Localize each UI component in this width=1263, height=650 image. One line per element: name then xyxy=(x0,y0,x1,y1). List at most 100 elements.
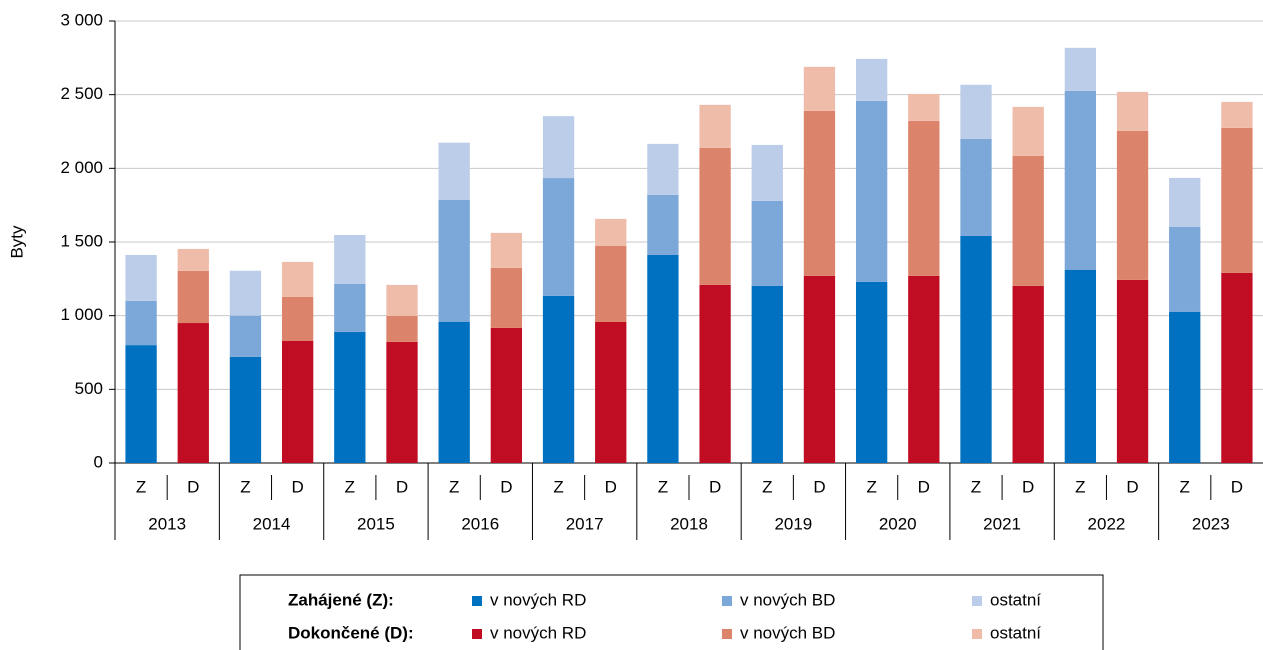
bar-segment xyxy=(908,93,940,121)
x-tick-label: Z xyxy=(762,477,772,496)
bar-segment xyxy=(334,234,366,284)
legend-swatch xyxy=(472,629,482,639)
bar-segment xyxy=(438,142,470,200)
bar-segment xyxy=(438,199,470,323)
bar-segment xyxy=(542,295,575,463)
bar-segment xyxy=(1116,130,1149,280)
bar-segment xyxy=(177,270,209,324)
bar-segment xyxy=(542,178,575,296)
legend-swatch xyxy=(972,629,982,639)
bar-segment xyxy=(542,116,575,179)
bar-segment xyxy=(438,322,470,463)
y-tick-label: 0 xyxy=(94,452,103,471)
bar-segment xyxy=(1012,285,1044,463)
bar-segment xyxy=(1012,106,1044,156)
bar-segment xyxy=(647,143,679,195)
group-label: 2013 xyxy=(148,514,186,533)
group-label: 2017 xyxy=(566,514,604,533)
bar-segment xyxy=(386,315,418,342)
bar-segment xyxy=(647,254,679,463)
bar-segment xyxy=(1012,155,1044,286)
bar-segment xyxy=(1169,177,1201,227)
bar-segment xyxy=(595,245,627,323)
bar-segment xyxy=(334,283,366,332)
bar-segment xyxy=(386,341,418,463)
y-tick-label: 1 500 xyxy=(60,231,103,250)
x-tick-label: D xyxy=(918,477,930,496)
legend-label: v nových RD xyxy=(490,623,586,642)
x-tick-label: D xyxy=(813,477,825,496)
group-label: 2018 xyxy=(670,514,708,533)
y-tick-label: 2 500 xyxy=(60,84,103,103)
group-label: 2023 xyxy=(1192,514,1230,533)
bar-segment xyxy=(125,300,157,346)
group-label: 2015 xyxy=(357,514,395,533)
legend-swatch xyxy=(722,629,732,639)
group-label: 2016 xyxy=(461,514,499,533)
bar-segment xyxy=(960,235,992,463)
bar-segment xyxy=(751,200,783,286)
bar-segment xyxy=(908,120,940,276)
bar-segment xyxy=(229,356,262,463)
y-tick-label: 3 000 xyxy=(60,10,103,29)
bar-segment xyxy=(960,84,992,139)
bar-segment xyxy=(1064,269,1097,463)
bar-segment xyxy=(699,284,731,463)
bar-segment xyxy=(490,232,523,268)
bar-segment xyxy=(1221,272,1253,463)
bar-segment xyxy=(751,144,783,201)
bar-segment xyxy=(1221,101,1253,128)
y-tick-label: 2 000 xyxy=(60,158,103,177)
legend-label: v nových BD xyxy=(740,623,835,642)
legend-label: v nových BD xyxy=(740,590,835,609)
x-tick-label: Z xyxy=(1180,477,1190,496)
bar-segment xyxy=(803,66,836,111)
x-tick-label: Z xyxy=(658,477,668,496)
y-tick-label: 500 xyxy=(75,379,103,398)
bar-segment xyxy=(1221,127,1253,273)
bar-segment xyxy=(647,194,679,255)
x-tick-label: D xyxy=(605,477,617,496)
x-tick-label: Z xyxy=(866,477,876,496)
bar-segment xyxy=(125,254,157,301)
x-tick-label: Z xyxy=(136,477,146,496)
x-tick-label: Z xyxy=(971,477,981,496)
bar-segment xyxy=(1169,311,1201,463)
x-tick-label: D xyxy=(396,477,408,496)
bar-segment xyxy=(699,147,731,285)
legend-group-label: Zahájené (Z): xyxy=(288,590,394,609)
bar-segment xyxy=(595,218,627,246)
bar-segment xyxy=(1064,90,1097,270)
x-tick-label: Z xyxy=(1075,477,1085,496)
x-tick-label: D xyxy=(187,477,199,496)
legend-label: v nových RD xyxy=(490,590,586,609)
bar-segment xyxy=(386,284,418,316)
x-tick-label: Z xyxy=(240,477,250,496)
group-label: 2020 xyxy=(879,514,917,533)
bar-segment xyxy=(281,341,314,463)
legend-swatch xyxy=(972,596,982,606)
bar-segment xyxy=(1116,91,1149,131)
bar-segment xyxy=(1116,279,1149,463)
bar-segment xyxy=(281,296,314,342)
x-tick-label: D xyxy=(1022,477,1034,496)
bar-segment xyxy=(490,267,523,328)
x-tick-label: Z xyxy=(345,477,355,496)
bar-segment xyxy=(908,275,940,463)
x-tick-label: Z xyxy=(449,477,459,496)
bar-segment xyxy=(490,327,523,463)
legend-swatch xyxy=(472,596,482,606)
bar-segment xyxy=(855,58,888,101)
y-tick-label: 1 000 xyxy=(60,305,103,324)
group-label: 2014 xyxy=(253,514,291,533)
bar-segment xyxy=(751,285,783,463)
legend-label: ostatní xyxy=(990,590,1041,609)
group-label: 2019 xyxy=(774,514,812,533)
bar-segment xyxy=(855,281,888,463)
bar-segment xyxy=(229,315,262,357)
legend-group-label: Dokončené (D): xyxy=(288,623,414,642)
bar-segment xyxy=(125,345,157,463)
x-tick-label: D xyxy=(709,477,721,496)
bar-segment xyxy=(699,104,731,148)
